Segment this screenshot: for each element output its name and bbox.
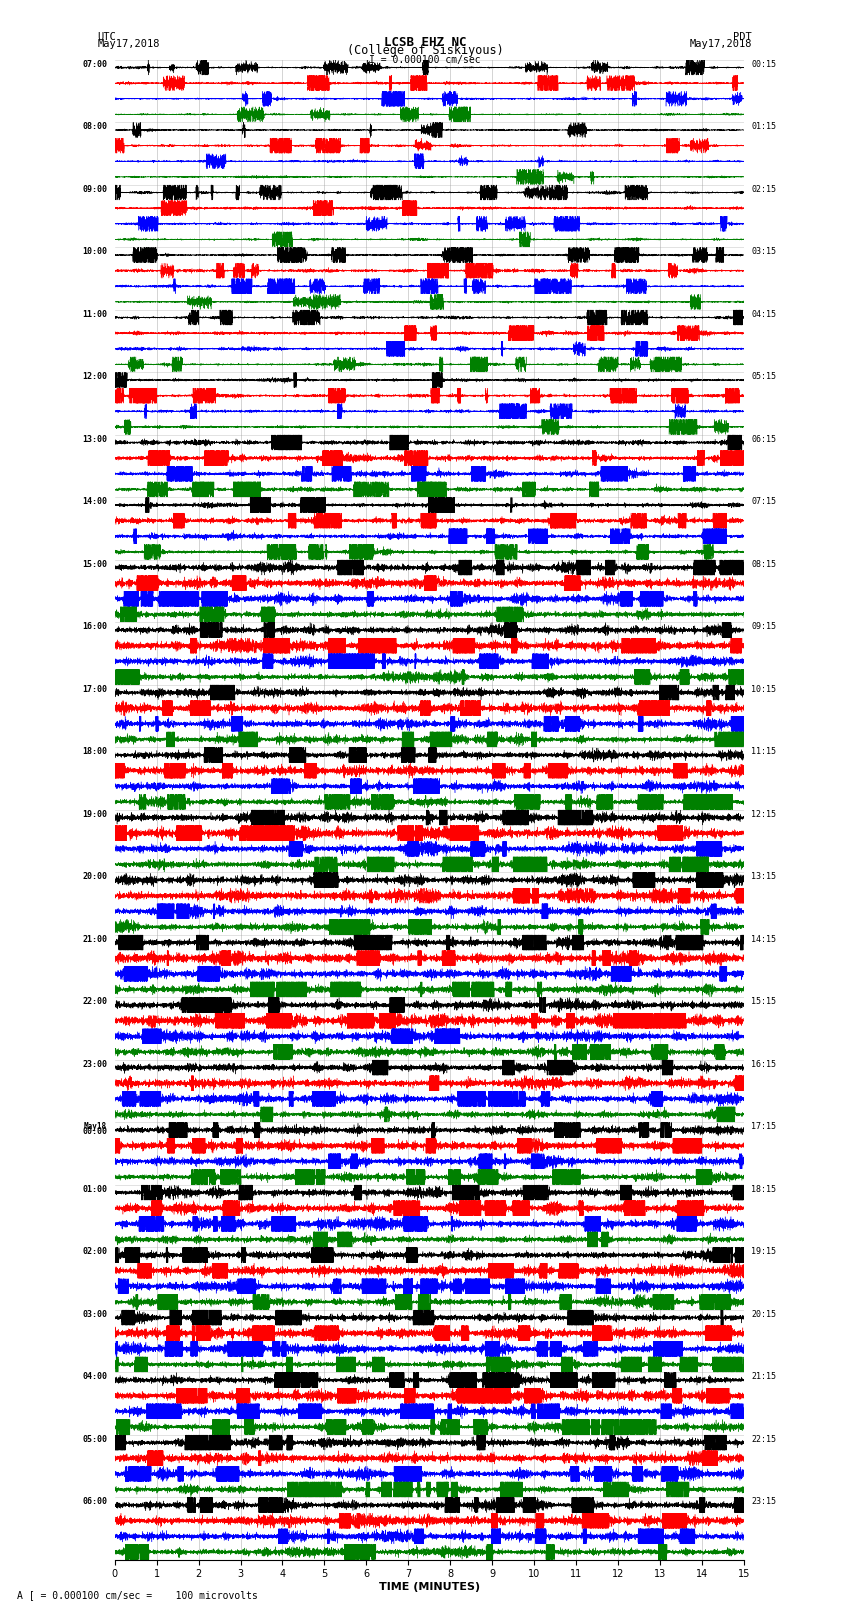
Text: 04:15: 04:15 [751,310,776,319]
Text: 18:15: 18:15 [751,1184,776,1194]
Text: 09:15: 09:15 [751,623,776,631]
Text: 03:15: 03:15 [751,247,776,256]
Text: 06:15: 06:15 [751,436,776,444]
Text: 09:00: 09:00 [82,185,107,194]
Text: May17,2018: May17,2018 [689,39,752,48]
Text: 22:15: 22:15 [751,1436,776,1444]
Text: UTC: UTC [98,32,116,42]
Text: 07:00: 07:00 [82,60,107,69]
Text: 17:15: 17:15 [751,1123,776,1131]
Text: 19:00: 19:00 [82,810,107,819]
Text: 00:15: 00:15 [751,60,776,69]
Text: 01:00: 01:00 [82,1184,107,1194]
Text: 13:15: 13:15 [751,873,776,881]
Text: 15:00: 15:00 [82,560,107,569]
Text: PDT: PDT [734,32,752,42]
Text: 19:15: 19:15 [751,1247,776,1257]
Text: 08:15: 08:15 [751,560,776,569]
Text: 16:00: 16:00 [82,623,107,631]
Text: 10:00: 10:00 [82,247,107,256]
Text: 05:15: 05:15 [751,373,776,381]
Text: 23:00: 23:00 [82,1060,107,1069]
Text: 18:00: 18:00 [82,747,107,756]
Text: 08:00: 08:00 [82,123,107,131]
Text: 04:00: 04:00 [82,1373,107,1381]
Text: (College of Siskiyous): (College of Siskiyous) [347,44,503,58]
Text: 10:15: 10:15 [751,684,776,694]
X-axis label: TIME (MINUTES): TIME (MINUTES) [379,1582,479,1592]
Text: 03:00: 03:00 [82,1310,107,1319]
Text: 14:15: 14:15 [751,936,776,944]
Text: 22:00: 22:00 [82,997,107,1007]
Text: 11:00: 11:00 [82,310,107,319]
Text: 07:15: 07:15 [751,497,776,506]
Text: A [ = 0.000100 cm/sec =    100 microvolts: A [ = 0.000100 cm/sec = 100 microvolts [17,1590,258,1600]
Text: May17,2018: May17,2018 [98,39,161,48]
Text: 06:00: 06:00 [82,1497,107,1507]
Text: 20:15: 20:15 [751,1310,776,1319]
Text: 16:15: 16:15 [751,1060,776,1069]
Text: LCSB EHZ NC: LCSB EHZ NC [383,37,467,50]
Text: 02:00: 02:00 [82,1247,107,1257]
Text: 02:15: 02:15 [751,185,776,194]
Text: 11:15: 11:15 [751,747,776,756]
Text: 21:00: 21:00 [82,936,107,944]
Text: May18: May18 [84,1123,107,1131]
Text: 13:00: 13:00 [82,436,107,444]
Text: 15:15: 15:15 [751,997,776,1007]
Text: 01:15: 01:15 [751,123,776,131]
Text: 23:15: 23:15 [751,1497,776,1507]
Text: 05:00: 05:00 [82,1436,107,1444]
Text: 20:00: 20:00 [82,873,107,881]
Text: 14:00: 14:00 [82,497,107,506]
Text: I = 0.000100 cm/sec: I = 0.000100 cm/sec [369,55,481,65]
Text: 12:00: 12:00 [82,373,107,381]
Text: 12:15: 12:15 [751,810,776,819]
Text: 17:00: 17:00 [82,684,107,694]
Text: 21:15: 21:15 [751,1373,776,1381]
Text: 00:00: 00:00 [82,1127,107,1136]
